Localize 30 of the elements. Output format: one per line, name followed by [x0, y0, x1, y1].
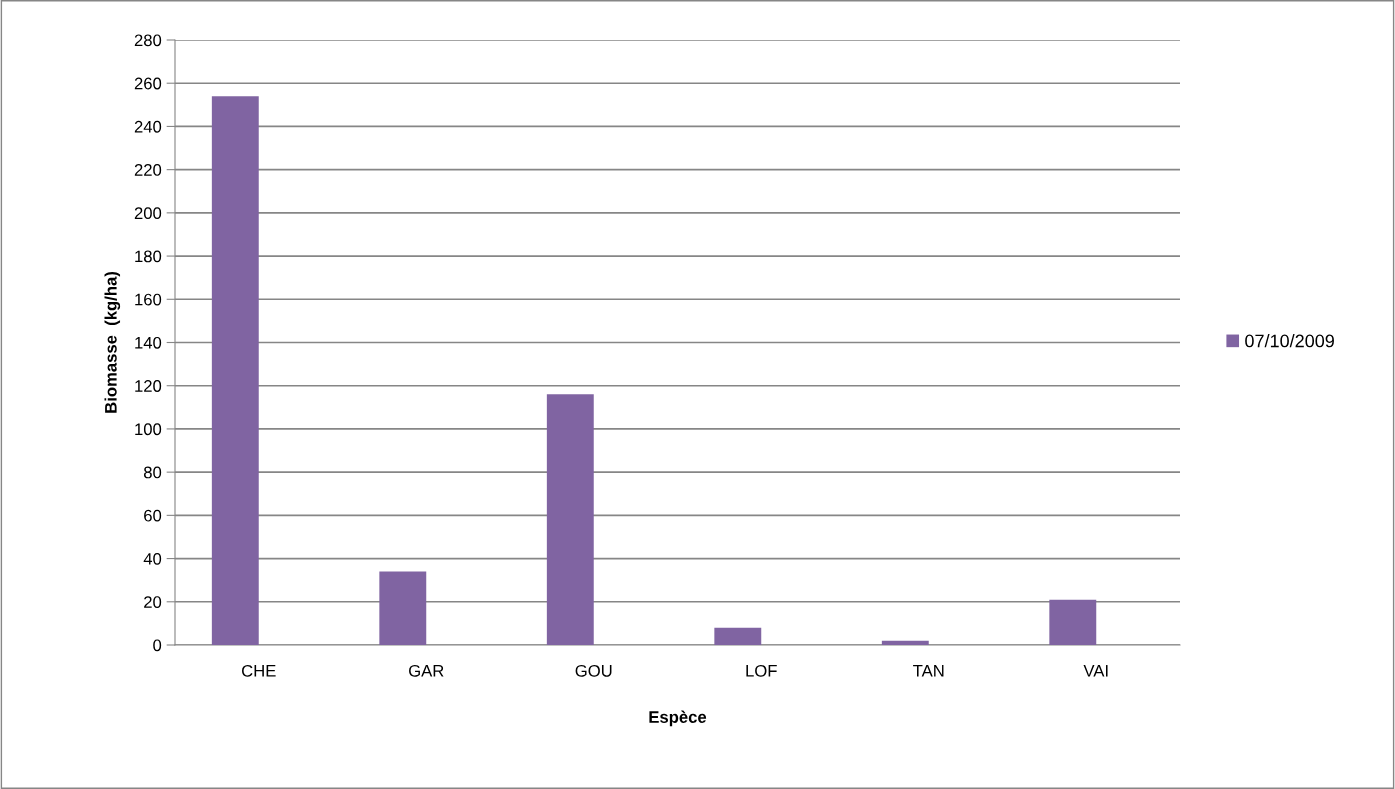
- y-tick-label: 40: [143, 552, 162, 565]
- y-tick-label: 260: [134, 77, 162, 90]
- bar: [379, 571, 427, 645]
- bar: [1049, 599, 1097, 645]
- y-tick-label: 220: [134, 164, 162, 176]
- bar: [714, 627, 762, 645]
- y-tick-label: 200: [134, 207, 162, 220]
- y-tick-label: 160: [135, 293, 162, 306]
- x-tick-label: LOF: [746, 664, 777, 677]
- bar: [211, 96, 259, 645]
- bar: [546, 394, 594, 645]
- x-tick-label: GOU: [575, 664, 612, 677]
- y-axis-title: Biomasse (kg/ha): [104, 272, 121, 413]
- x-tick-label: GAR: [409, 664, 444, 677]
- y-tick-label: 80: [143, 466, 162, 479]
- y-tick-label: 280: [134, 34, 162, 47]
- y-tick-label: 0: [153, 639, 162, 652]
- x-axis-title: Espèce: [649, 710, 707, 727]
- y-tick-label: 140: [135, 336, 162, 349]
- legend-label: 07/10/2009: [1245, 334, 1334, 348]
- x-tick-label: TAN: [913, 665, 944, 677]
- y-tick-label: 60: [144, 509, 162, 522]
- y-tick-label: 20: [144, 596, 162, 608]
- y-tick-label: 100: [135, 423, 162, 436]
- bar: [881, 640, 929, 645]
- y-tick-label: 120: [135, 380, 162, 392]
- y-tick-label: 240: [134, 120, 162, 133]
- x-tick-label: VAI: [1083, 665, 1108, 677]
- x-tick-label: CHE: [242, 664, 276, 677]
- y-tick-label: 180: [135, 250, 162, 263]
